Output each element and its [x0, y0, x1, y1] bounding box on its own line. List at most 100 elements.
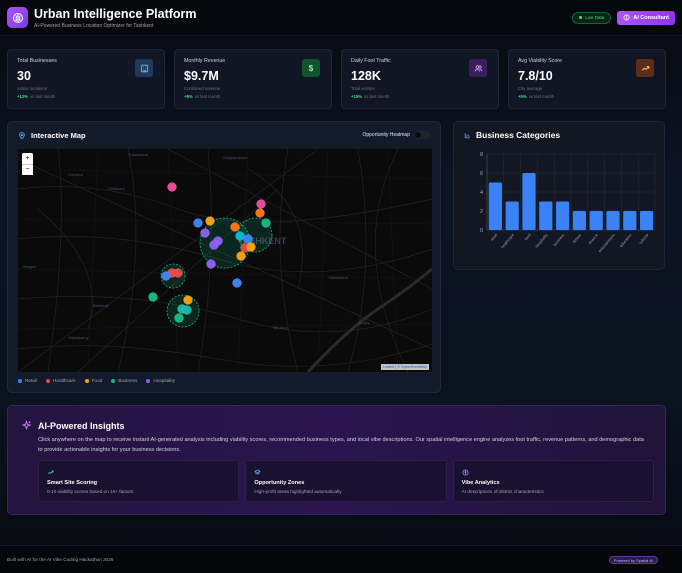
svg-text:Shayxontohur: Shayxontohur [223, 155, 248, 160]
x-tick-label: hospitality [535, 233, 549, 249]
stat-card-total-businesses: Total Businesses 30 Active locations +12… [7, 49, 165, 109]
legend-item-hospitality: Hospitality [146, 378, 175, 383]
feature-title: Smart Site Scoring [47, 480, 98, 486]
legend-label: Healthcare [52, 378, 76, 383]
feature-desc: AI descriptions of district characterist… [461, 489, 544, 494]
trend-suffix: vs last month [528, 94, 555, 99]
svg-text:4: 4 [480, 190, 483, 196]
legend-dot-icon [18, 378, 22, 383]
feature-title: Vibe Analytics [461, 480, 500, 486]
svg-text:8: 8 [480, 152, 483, 158]
bar-fitness[interactable] [572, 211, 586, 230]
x-tick-label: finance [588, 233, 599, 245]
stat-label: Daily Foot Traffic [351, 58, 391, 64]
brain-logo-icon [7, 7, 28, 28]
legend-item-retail: Retail [18, 378, 37, 383]
feature-opportunity-zones: Opportunity Zones High-profit areas high… [245, 460, 447, 502]
x-tick-label: cultural [638, 233, 649, 245]
bar-education[interactable] [623, 211, 637, 230]
legend-dot-icon [111, 378, 116, 383]
svg-text:TASHKENT: TASHKENT [238, 236, 287, 246]
bar-healthcare[interactable] [505, 201, 519, 231]
stat-label: Monthly Revenue [184, 58, 226, 64]
trend-value: +8% [184, 94, 193, 99]
map-canvas[interactable]: Yunusobod Olmazor Chilonzor TASHKENT Ser… [18, 149, 432, 372]
stat-label: Total Businesses [17, 58, 57, 64]
map-legend: Retail Healthcare Food Business Hospital… [18, 378, 175, 383]
heatmap-toggle[interactable] [414, 131, 430, 139]
toggle-knob [415, 132, 421, 138]
layers-icon [254, 469, 262, 475]
bar-entertainment[interactable] [606, 211, 620, 230]
brain-icon [462, 469, 469, 476]
live-data-badge: Live Data [572, 11, 612, 24]
stat-value: 7.8/10 [518, 69, 553, 83]
svg-text:Mirobod: Mirobod [273, 325, 287, 330]
footer: Built with AI for the AI Vibe Coding Hac… [0, 545, 682, 573]
bar-retail[interactable] [488, 182, 502, 231]
svg-text:Qoyliq: Qoyliq [358, 320, 369, 325]
x-tick-label: food [524, 233, 532, 241]
map-streets: Yunusobod Olmazor Chilonzor TASHKENT Ser… [18, 149, 432, 372]
insights-title: AI-Powered Insights [38, 420, 125, 431]
bar-chart-icon [464, 132, 470, 138]
stat-sub: Total visitors [351, 86, 375, 91]
trending-up-icon [47, 470, 54, 475]
bar-hospitality[interactable] [539, 201, 553, 231]
x-tick-label: healthcare [501, 233, 515, 249]
svg-text:6: 6 [480, 171, 483, 177]
x-tick-label: fitness [572, 233, 582, 244]
app-subtitle: AI-Powered Business Location Optimizer f… [34, 22, 154, 29]
stats-row: Total Businesses 30 Active locations +12… [7, 49, 666, 109]
footer-text: Built with AI for the AI Vibe Coding Hac… [7, 557, 114, 562]
legend-label: Retail [25, 378, 37, 383]
legend-label: Business [118, 378, 138, 383]
stat-value: $9.7M [184, 69, 219, 83]
bar-food[interactable] [522, 173, 536, 230]
stat-trend: +12% vs last month [17, 94, 155, 99]
map-attribution[interactable]: Leaflet | © OpenStreetMap [381, 364, 429, 370]
svg-text:Yakkasaroy: Yakkasaroy [68, 335, 89, 340]
trend-value: +12% [17, 94, 29, 99]
svg-text:Sergeli: Sergeli [23, 264, 36, 269]
feature-vibe-analytics: Vibe Analytics AI descriptions of distri… [452, 460, 654, 502]
live-data-label: Live Data [585, 15, 605, 20]
feature-smart-site-scoring: Smart Site Scoring 0-10 viability scores… [38, 460, 240, 502]
x-tick-label: retail [490, 233, 498, 242]
powered-by-badge: Powered by Spatial AI [608, 555, 658, 564]
stat-card-avg-viability: Avg Viability Score 7.8/10 City average … [508, 49, 666, 109]
x-tick-label: education [619, 233, 633, 248]
stat-trend: +15% vs last month [351, 94, 489, 99]
bar-business[interactable] [556, 201, 570, 231]
legend-dot-icon [45, 378, 50, 383]
bar-finance[interactable] [589, 211, 603, 230]
users-icon [469, 59, 487, 77]
live-dot-icon [579, 16, 583, 19]
legend-item-healthcare: Healthcare [45, 378, 76, 383]
svg-text:Olmazor: Olmazor [68, 172, 84, 177]
trend-suffix: vs last month [364, 94, 390, 99]
feature-desc: 0-10 viability scores based on 15+ facto… [47, 489, 134, 494]
map-title: Interactive Map [31, 131, 86, 140]
app-header: Urban Intelligence Platform AI-Powered B… [0, 0, 682, 36]
map-zoom-controls: + − [22, 153, 33, 175]
categories-title: Business Categories [476, 130, 561, 140]
legend-label: Hospitality [153, 378, 175, 383]
zoom-out-button[interactable]: − [22, 164, 33, 175]
svg-text:Yunusobod: Yunusobod [128, 152, 148, 157]
x-tick-label: business [553, 233, 566, 247]
stat-trend: +5% vs last month [518, 94, 656, 99]
stat-sub: City average [518, 86, 543, 91]
svg-text:Bektemir: Bektemir [93, 303, 109, 308]
bar-cultural[interactable] [640, 211, 654, 230]
stat-sub: Active locations [17, 86, 47, 91]
trend-value: +15% [351, 94, 363, 99]
zoom-in-button[interactable]: + [22, 153, 33, 165]
stat-label: Avg Viability Score [518, 58, 562, 64]
ai-consultant-label: AI Consultant [633, 14, 669, 21]
ai-consultant-button[interactable]: AI Consultant [617, 10, 675, 25]
sparkles-icon [21, 420, 32, 431]
legend-dot-icon [84, 378, 89, 383]
stat-card-monthly-revenue: Monthly Revenue $9.7M Combined revenue +… [174, 49, 332, 109]
feature-title: Opportunity Zones [254, 480, 305, 486]
